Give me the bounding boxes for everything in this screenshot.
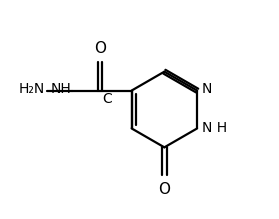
Text: N: N [202,83,212,97]
Text: O: O [94,41,106,57]
Text: NH: NH [50,83,71,97]
Text: N H: N H [202,121,227,135]
Text: O: O [158,182,170,196]
Text: C: C [102,92,112,106]
Text: H₂N: H₂N [19,83,45,97]
